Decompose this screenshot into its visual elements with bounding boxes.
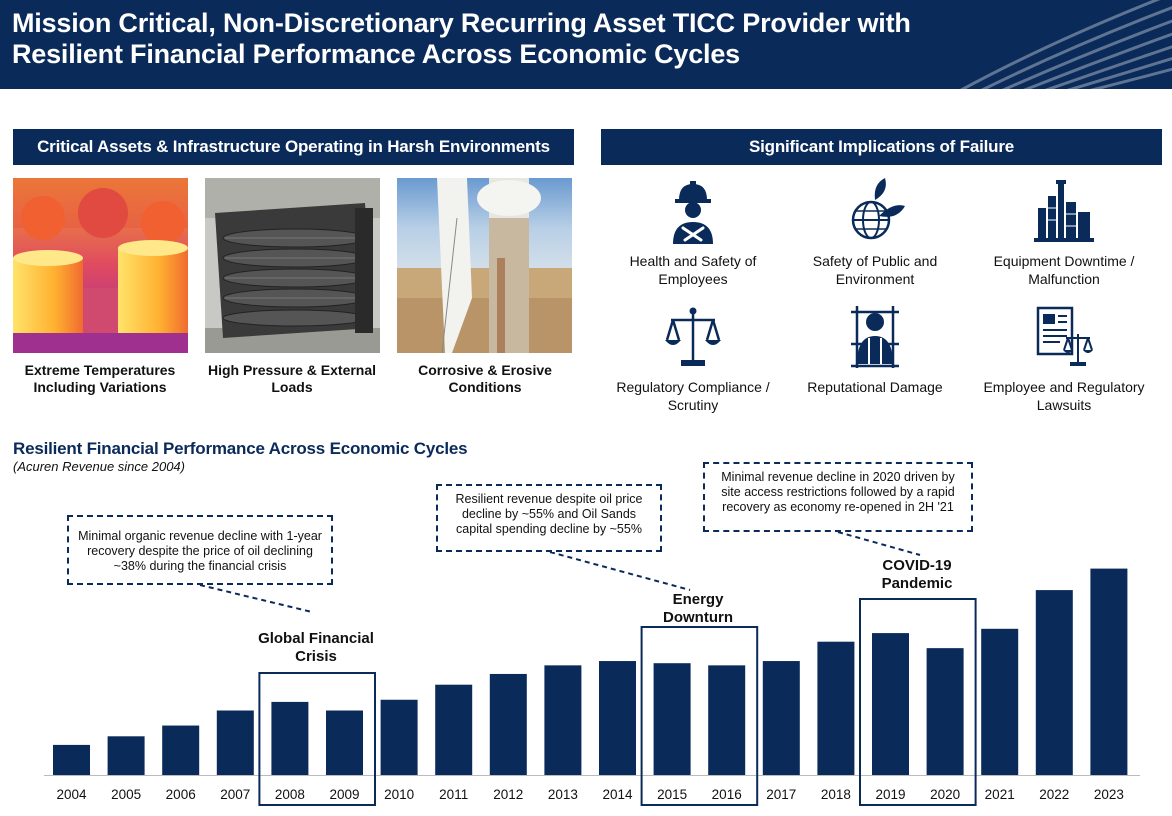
x-tick-label-2005: 2005 — [111, 787, 141, 802]
document-scales-icon — [1036, 306, 1093, 366]
x-tick-label-2022: 2022 — [1039, 787, 1069, 802]
fail-item-lawsuits: Employee and Regulatory Lawsuits — [974, 304, 1154, 414]
bar-2018 — [817, 641, 855, 775]
x-tick-label-2013: 2013 — [548, 787, 578, 802]
fail-item-reputational-damage: Reputational Damage — [785, 304, 965, 396]
scales-icon — [665, 307, 721, 366]
x-tick-label-2014: 2014 — [602, 787, 633, 802]
fail-label-equipment-downtime: Equipment Downtime / Malfunction — [993, 253, 1135, 287]
bar-2004 — [53, 744, 90, 775]
fail-label-lawsuits: Employee and Regulatory Lawsuits — [983, 379, 1145, 413]
refinery-icon — [1034, 180, 1094, 242]
x-tick-label-2004: 2004 — [56, 787, 87, 802]
chart-subtitle: (Acuren Revenue since 2004) — [13, 459, 185, 474]
critical-assets-banner: Critical Assets & Infrastructure Operati… — [13, 129, 574, 165]
photo-caption-temperature: Extreme Temperatures Including Variation… — [24, 362, 176, 395]
bar-2012 — [489, 673, 527, 775]
bar-2006 — [162, 725, 200, 775]
page-title: Mission Critical, Non-Discretionary Recu… — [12, 8, 911, 69]
heat-exchanger-image — [205, 178, 380, 353]
bar-2021 — [981, 628, 1019, 775]
globe-leaf-icon — [851, 178, 905, 240]
x-tick-label-2020: 2020 — [930, 787, 960, 802]
x-tick-label-2007: 2007 — [220, 787, 250, 802]
bar-2016 — [708, 665, 746, 775]
callout-energy-downturn: Resilient revenue despite oil price decl… — [436, 484, 662, 552]
callout-pointer-line — [199, 584, 313, 613]
event-label-financial-crisis: Global Financial Crisis — [258, 630, 374, 665]
bar-2008 — [271, 701, 309, 775]
bar-2013 — [544, 665, 582, 775]
x-tick-label-2021: 2021 — [985, 787, 1015, 802]
event-label-energy-downturn: Energy Downturn — [663, 591, 733, 626]
x-tick-label-2015: 2015 — [657, 787, 687, 802]
bar-2015 — [653, 663, 691, 775]
x-tick-label-2012: 2012 — [493, 787, 523, 802]
photo-caption-pressure: High Pressure & External Loads — [207, 362, 377, 395]
x-tick-label-2011: 2011 — [439, 787, 468, 802]
bar-2022 — [1035, 590, 1073, 775]
x-tick-label-2008: 2008 — [275, 787, 305, 802]
fail-item-public-environment: Safety of Public and Environment — [785, 178, 965, 288]
x-tick-label-2017: 2017 — [766, 787, 796, 802]
photo-caption-corrosive: Corrosive & Erosive Conditions — [418, 362, 552, 395]
bar-2023 — [1090, 568, 1128, 775]
x-tick-label-2023: 2023 — [1094, 787, 1124, 802]
x-tick-label-2016: 2016 — [712, 787, 742, 802]
worker-tools-icon — [673, 181, 713, 244]
callout-pointer-line — [549, 551, 691, 591]
wind-turbine-image — [397, 178, 572, 353]
callout-financial-crisis: Minimal organic revenue decline with 1-y… — [67, 515, 333, 585]
event-label-covid: COVID-19 Pandemic — [881, 557, 953, 592]
fail-label-health-safety: Health and Safety of Employees — [629, 253, 757, 287]
bar-2017 — [762, 661, 800, 775]
implications-banner: Significant Implications of Failure — [601, 129, 1162, 165]
x-tick-label-2006: 2006 — [166, 787, 196, 802]
fail-item-health-safety: Health and Safety of Employees — [603, 178, 783, 288]
person-behind-bars-icon — [851, 306, 899, 368]
fail-item-equipment-downtime: Equipment Downtime / Malfunction — [974, 178, 1154, 288]
bar-2009 — [326, 710, 363, 775]
highlight-box-0 — [258, 672, 376, 806]
highlight-box-1 — [640, 626, 759, 806]
x-tick-label-2018: 2018 — [821, 787, 851, 802]
x-tick-label-2010: 2010 — [384, 787, 414, 802]
bar-2011 — [435, 684, 473, 775]
x-tick-label-2019: 2019 — [875, 787, 905, 802]
fail-label-public-environment: Safety of Public and Environment — [812, 253, 938, 287]
x-tick-label-2009: 2009 — [329, 787, 359, 802]
chart-title: Resilient Financial Performance Across E… — [13, 439, 468, 458]
decorative-stripes-icon — [959, 0, 1172, 89]
bar-2005 — [107, 736, 145, 775]
fail-item-regulatory-compliance: Regulatory Compliance / Scrutiny — [603, 304, 783, 414]
fail-label-reputational-damage: Reputational Damage — [807, 379, 943, 395]
thermal-storage-tanks-image — [13, 178, 188, 353]
header-bar: Mission Critical, Non-Discretionary Recu… — [0, 0, 1172, 89]
bar-2007 — [216, 710, 254, 775]
bar-2014 — [599, 661, 636, 775]
callout-pointer-line — [837, 531, 921, 556]
bar-2020 — [926, 648, 964, 775]
bar-2010 — [380, 699, 418, 775]
callout-covid: Minimal revenue decline in 2020 driven b… — [703, 462, 973, 532]
fail-label-regulatory-compliance: Regulatory Compliance / Scrutiny — [616, 379, 770, 413]
highlight-box-2 — [859, 598, 977, 806]
bar-2019 — [872, 633, 909, 775]
